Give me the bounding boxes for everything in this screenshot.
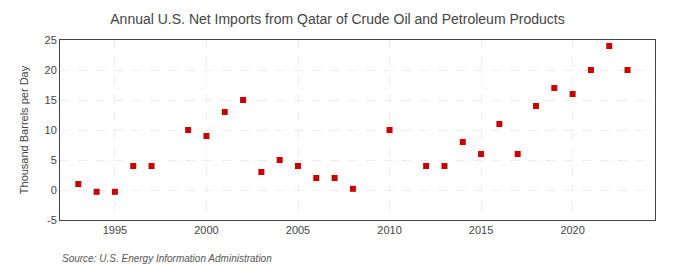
svg-text:5: 5 [51,154,57,166]
svg-text:2005: 2005 [286,224,310,236]
svg-text:2020: 2020 [560,224,584,236]
svg-text:10: 10 [45,124,57,136]
svg-text:0: 0 [51,184,57,196]
svg-text:Source: U.S. Energy Informatio: Source: U.S. Energy Information Administ… [62,253,272,264]
svg-text:2015: 2015 [469,224,493,236]
svg-text:Thousand Barrels per Day: Thousand Barrels per Day [18,65,30,194]
svg-text:-5: -5 [47,214,57,226]
svg-text:2000: 2000 [194,224,218,236]
svg-text:Annual U.S. Net Imports from Q: Annual U.S. Net Imports from Qatar of Cr… [110,11,564,27]
svg-text:25: 25 [45,34,57,46]
svg-text:2010: 2010 [377,224,401,236]
svg-text:20: 20 [45,64,57,76]
svg-text:15: 15 [45,94,57,106]
svg-text:1995: 1995 [103,224,127,236]
